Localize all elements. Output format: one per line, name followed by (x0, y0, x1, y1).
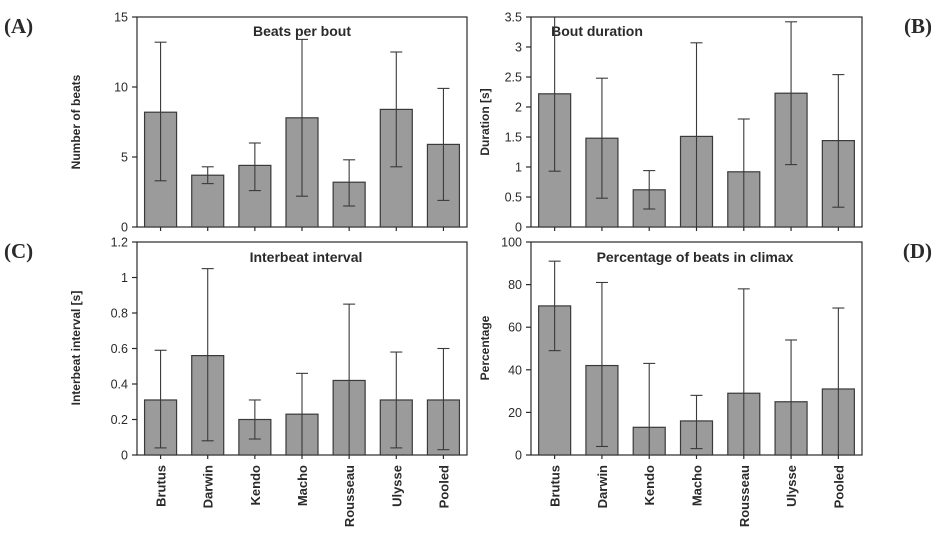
y-tick-label: 10 (114, 81, 128, 95)
y-tick-label: 0.4 (111, 378, 128, 392)
y-tick-label: 0.8 (111, 307, 128, 321)
y-tick-label: 0.2 (111, 413, 128, 427)
y-tick-label: 3.5 (505, 11, 522, 25)
y-axis-label: Percentage (478, 315, 492, 380)
x-tick-label-kendo: Kendo (642, 465, 657, 506)
y-tick-label: 0.5 (505, 191, 522, 205)
y-tick-label: 3 (515, 41, 522, 55)
y-axis-label: Duration [s] (478, 88, 492, 155)
y-tick-label: 2 (515, 101, 522, 115)
y-tick-label: 15 (114, 11, 128, 25)
x-tick-label-ulysse: Ulysse (784, 465, 799, 507)
y-tick-label: 0 (121, 449, 128, 463)
panel-letter: (D) (903, 239, 932, 263)
x-tick-label-ulysse: Ulysse (389, 465, 404, 507)
x-tick-label-pooled: Pooled (831, 465, 846, 508)
x-tick-label-pooled: Pooled (436, 465, 451, 508)
y-axis-label: Number of beats (69, 74, 83, 169)
panel-letter: (A) (4, 14, 33, 38)
panel-title: Bout duration (551, 23, 643, 39)
panel-1: (A) Beats per bout Number of beats 0 5 10 15 (4, 11, 468, 235)
panel-letter: (B) (904, 14, 932, 38)
y-axis-label: Interbeat interval [s] (69, 291, 83, 406)
x-tick-label-macho: Macho (690, 465, 705, 506)
x-tick-label-kendo: Kendo (248, 465, 263, 506)
panel-title: Beats per bout (253, 23, 351, 39)
y-tick-label: 1.2 (111, 236, 128, 250)
x-tick-label-rousseau: Rousseau (737, 465, 752, 527)
panel-4: (D) Percentage of beats in climax Percenta… (478, 236, 932, 528)
y-tick-label: 60 (508, 321, 522, 335)
x-tick-label-rousseau: Rousseau (342, 465, 357, 527)
y-tick-label: 1 (121, 271, 128, 285)
x-tick-label-brutus: Brutus (548, 465, 563, 507)
panel-title: Percentage of beats in climax (597, 249, 794, 265)
y-tick-label: 5 (121, 151, 128, 165)
y-tick-label: 0.6 (111, 342, 128, 356)
panel-title: Interbeat interval (250, 249, 363, 265)
y-tick-label: 100 (501, 236, 522, 250)
y-tick-label: 0 (515, 449, 522, 463)
y-tick-label: 1.5 (505, 131, 522, 145)
y-tick-label: 20 (508, 406, 522, 420)
panel-2: (B) Bout duration Duration [s] 0 0.5 1 1.5 2 2.5… (478, 11, 932, 235)
x-tick-label-brutus: Brutus (154, 465, 169, 507)
y-tick-label: 0 (121, 221, 128, 235)
y-tick-label: 1 (515, 161, 522, 175)
x-tick-label-darwin: Darwin (595, 465, 610, 508)
y-tick-label: 0 (515, 221, 522, 235)
panel-3: (C) Interbeat interval Interbeat interval … (4, 236, 468, 527)
panel-letter: (C) (4, 239, 33, 263)
y-tick-label: 40 (508, 363, 522, 377)
x-tick-label-darwin: Darwin (201, 465, 216, 508)
y-tick-label: 80 (508, 278, 522, 292)
x-tick-label-macho: Macho (295, 465, 310, 506)
y-tick-label: 2.5 (505, 71, 522, 85)
